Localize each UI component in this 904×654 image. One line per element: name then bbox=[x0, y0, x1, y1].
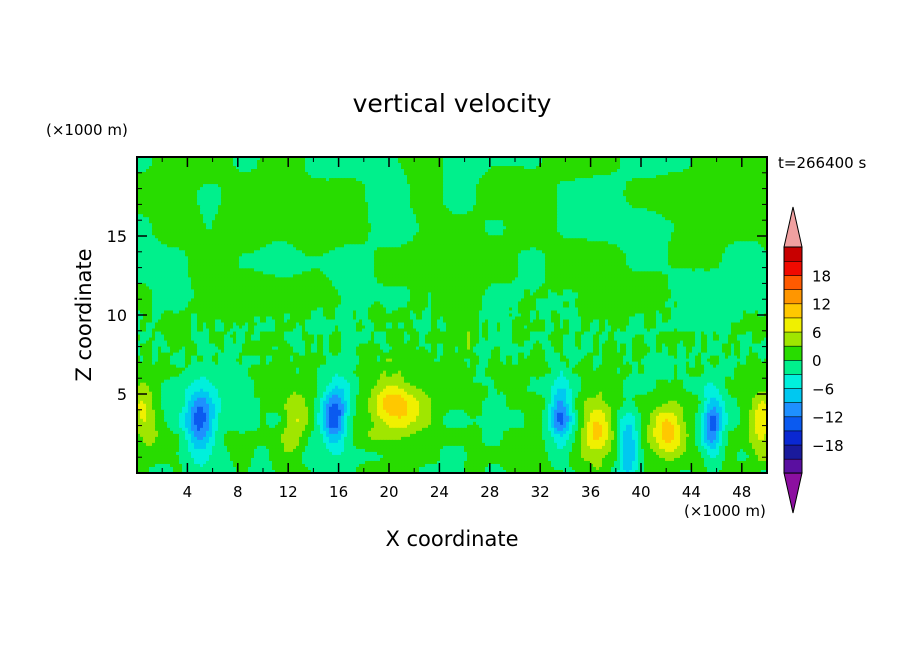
chart-title: vertical velocity bbox=[353, 89, 552, 118]
y-axis-unit: (×1000 m) bbox=[46, 121, 128, 139]
time-label: t=266400 s bbox=[778, 154, 866, 172]
heatmap-field bbox=[137, 157, 768, 474]
